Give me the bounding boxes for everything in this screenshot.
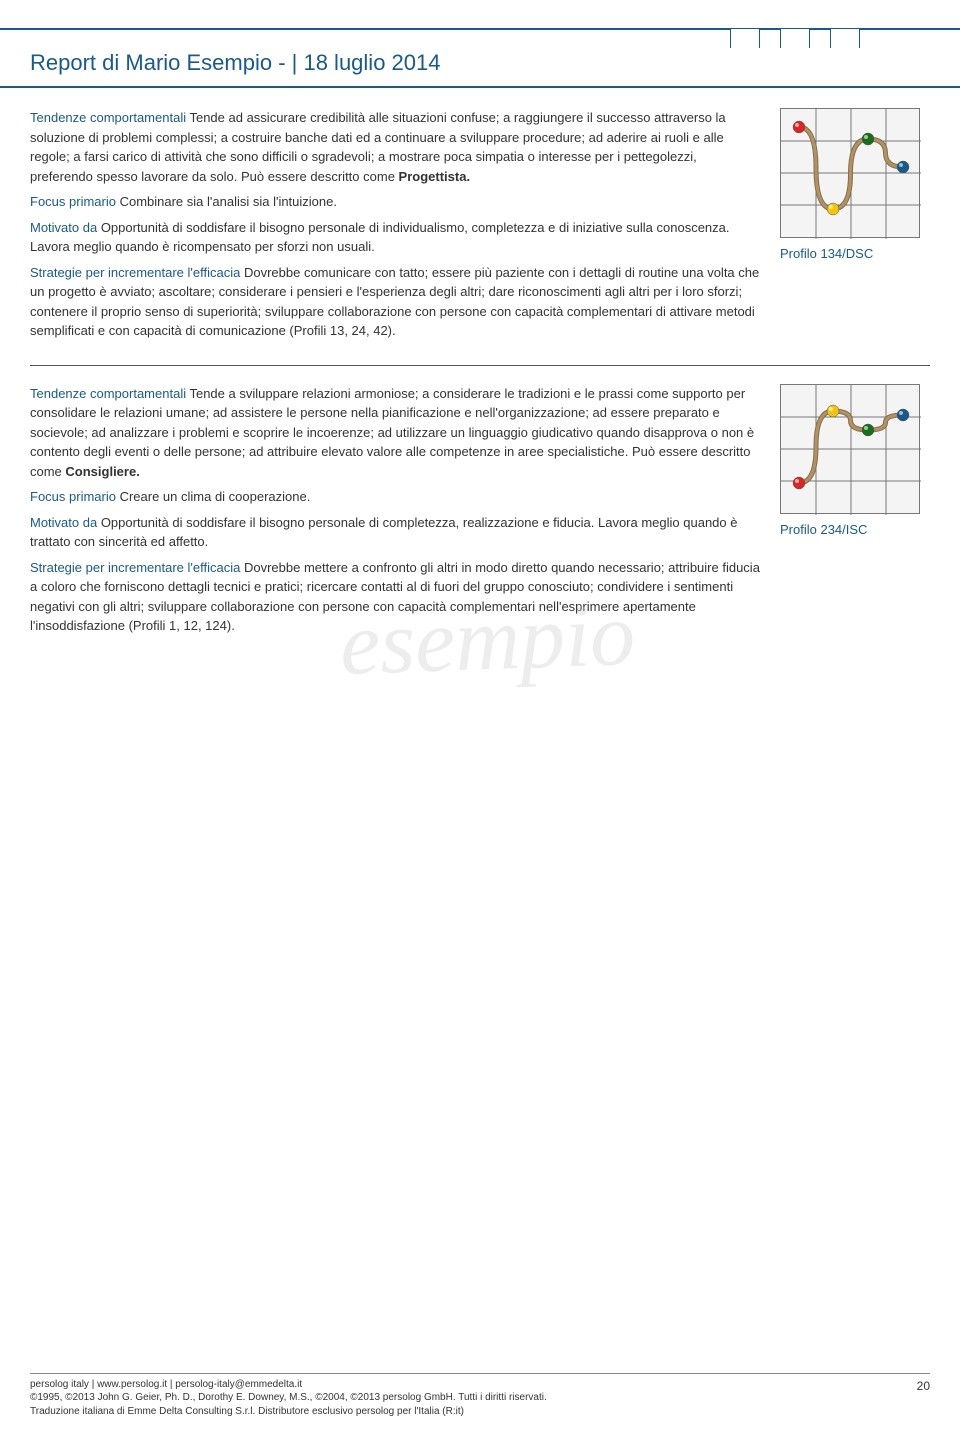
tendenze-paragraph: Tendenze comportamentali Tende ad assicu…: [30, 108, 760, 186]
profile-chart-1: [780, 108, 920, 238]
motivato-paragraph: Motivato da Opportunità di soddisfare il…: [30, 218, 760, 257]
profile-chart-col-1: Profilo 134/DSC: [780, 108, 930, 347]
tendenze-label: Tendenze comportamentali: [30, 386, 186, 401]
profile-section-1: Tendenze comportamentali Tende ad assicu…: [30, 108, 930, 366]
profile-text-2: Tendenze comportamentali Tende a svilupp…: [30, 384, 760, 642]
motivato-text: Opportunità di soddisfare il bisogno per…: [30, 220, 730, 255]
focus-text: Creare un clima di cooperazione.: [116, 489, 310, 504]
footer-line-1: persolog italy | www.persolog.it | perso…: [30, 1378, 930, 1392]
main-content: Tendenze comportamentali Tende ad assicu…: [0, 88, 960, 660]
profile-chart-caption-1: Profilo 134/DSC: [780, 246, 930, 261]
footer-line-3: Traduzione italiana di Emme Delta Consul…: [30, 1405, 930, 1419]
focus-label: Focus primario: [30, 489, 116, 504]
page-number: 20: [917, 1378, 930, 1394]
motivato-label: Motivato da: [30, 515, 97, 530]
focus-text: Combinare sia l'analisi sia l'intuizione…: [116, 194, 337, 209]
strategie-paragraph: Strategie per incrementare l'efficacia D…: [30, 558, 760, 636]
strategie-paragraph: Strategie per incrementare l'efficacia D…: [30, 263, 760, 341]
profile-chart-caption-2: Profilo 234/ISC: [780, 522, 930, 537]
focus-paragraph: Focus primario Combinare sia l'analisi s…: [30, 192, 760, 212]
profile-chart-col-2: Profilo 234/ISC: [780, 384, 930, 642]
footer-line-2: ©1995, ©2013 John G. Geier, Ph. D., Doro…: [30, 1391, 930, 1405]
motivato-label: Motivato da: [30, 220, 97, 235]
strategie-label: Strategie per incrementare l'efficacia: [30, 560, 240, 575]
focus-label: Focus primario: [30, 194, 116, 209]
profile-text-1: Tendenze comportamentali Tende ad assicu…: [30, 108, 760, 347]
tendenze-role: Consigliere.: [65, 464, 139, 479]
motivato-text: Opportunità di soddisfare il bisogno per…: [30, 515, 737, 550]
castle-decoration: [720, 28, 920, 58]
page-footer: 20 persolog italy | www.persolog.it | pe…: [30, 1373, 930, 1419]
tendenze-role: Progettista.: [399, 169, 471, 184]
profile-section-2: Tendenze comportamentali Tende a svilupp…: [30, 384, 930, 660]
motivato-paragraph: Motivato da Opportunità di soddisfare il…: [30, 513, 760, 552]
strategie-label: Strategie per incrementare l'efficacia: [30, 265, 240, 280]
focus-paragraph: Focus primario Creare un clima di cooper…: [30, 487, 760, 507]
tendenze-paragraph: Tendenze comportamentali Tende a svilupp…: [30, 384, 760, 482]
tendenze-label: Tendenze comportamentali: [30, 110, 186, 125]
profile-chart-2: [780, 384, 920, 514]
